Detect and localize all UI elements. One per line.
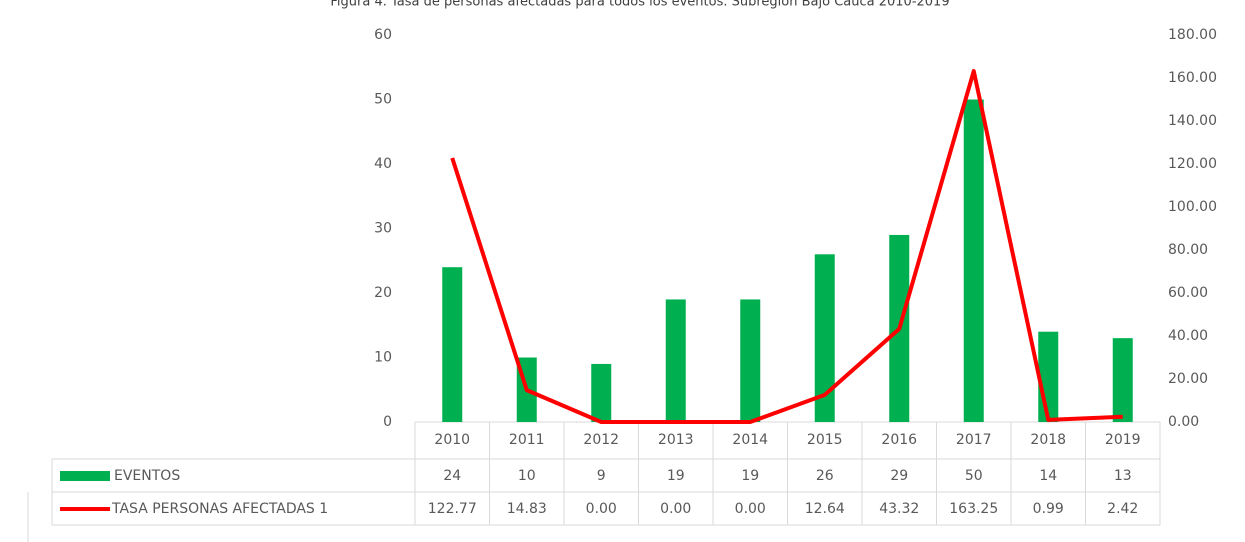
table-value: 29 (890, 468, 908, 484)
x-tick-label: 2013 (658, 432, 694, 448)
bar (1038, 331, 1059, 422)
y-tick-label: 0 (383, 414, 392, 430)
table-value: 9 (597, 468, 606, 484)
y2-tick-label: 140.00 (1168, 113, 1217, 129)
bar (442, 267, 463, 422)
bar (591, 363, 612, 422)
legend-swatch (60, 471, 110, 481)
y-tick-label: 50 (374, 92, 392, 108)
line (450, 69, 1123, 424)
x-tick-label: 2010 (434, 432, 470, 448)
y2-tick-label: 40.00 (1168, 328, 1208, 344)
table-value: 2.42 (1107, 501, 1138, 517)
x-tick-label: 2017 (956, 432, 992, 448)
table-value: 122.77 (428, 501, 477, 517)
y2-tick-label: 60.00 (1168, 285, 1208, 301)
table-value: 0.00 (586, 501, 617, 517)
bar (665, 299, 686, 422)
x-tick-label: 2019 (1105, 432, 1141, 448)
legend-label: TASA PERSONAS AFECTADAS 1 (111, 501, 328, 517)
y-tick-label: 40 (374, 156, 392, 172)
y2-tick-label: 80.00 (1168, 242, 1208, 258)
x-tick-label: 2015 (807, 432, 843, 448)
table-value: 0.00 (660, 501, 691, 517)
y2-tick-label: 180.00 (1168, 27, 1217, 43)
x-tick-label: 2018 (1030, 432, 1066, 448)
y2-tick-label: 120.00 (1168, 156, 1217, 172)
bar (1112, 338, 1133, 422)
table-value: 26 (816, 468, 834, 484)
x-tick-label: 2011 (509, 432, 545, 448)
y2-tick-label: 20.00 (1168, 371, 1208, 387)
table-value: 14.83 (507, 501, 547, 517)
bar (963, 99, 984, 422)
y-tick-label: 30 (374, 221, 392, 237)
y-tick-label: 20 (374, 285, 392, 301)
table-value: 19 (667, 468, 685, 484)
table-value: 13 (1114, 468, 1132, 484)
bar (814, 254, 835, 422)
legend-label: EVENTOS (114, 468, 180, 484)
y2-tick-label: 100.00 (1168, 199, 1217, 215)
table-value: 43.32 (879, 501, 919, 517)
table-value: 19 (741, 468, 759, 484)
table-value: 50 (965, 468, 983, 484)
table-value: 12.64 (805, 501, 845, 517)
table-value: 0.00 (735, 501, 766, 517)
y2-tick-label: 160.00 (1168, 70, 1217, 86)
x-tick-label: 2016 (881, 432, 917, 448)
bar (740, 299, 761, 422)
x-tick-label: 2012 (583, 432, 619, 448)
table-value: 24 (443, 468, 461, 484)
table-value: 163.25 (949, 501, 998, 517)
y-tick-label: 10 (374, 350, 392, 366)
table-value: 14 (1039, 468, 1057, 484)
y-tick-label: 60 (374, 27, 392, 43)
y2-tick-label: 0.00 (1168, 414, 1199, 430)
x-tick-label: 2014 (732, 432, 768, 448)
table-value: 0.99 (1033, 501, 1064, 517)
chart-title: Figura 4. Tasa de personas afectadas par… (330, 0, 949, 10)
table-value: 10 (518, 468, 536, 484)
